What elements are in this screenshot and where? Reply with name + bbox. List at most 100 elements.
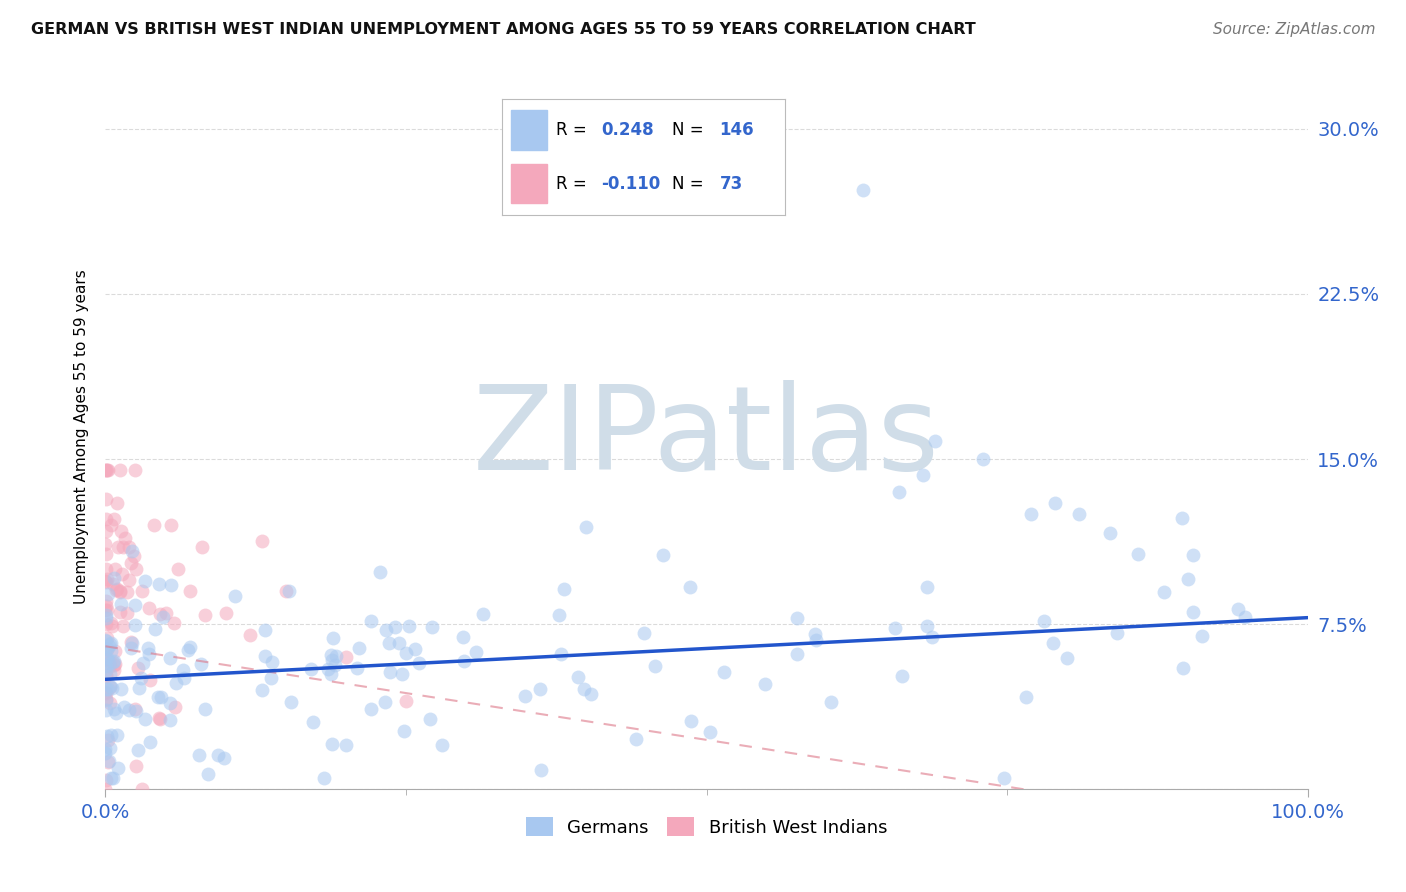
Point (94, 512, 117, 526)
Point (148, 711, 170, 725)
Point (96, 574, 118, 589)
Point (100, 772, 122, 786)
Point (108, 605, 131, 619)
Point (1177, 572, 1199, 586)
Point (378, 636, 401, 650)
Point (274, 584, 297, 599)
Point (214, 607, 236, 621)
Point (94, 772, 117, 787)
Point (100, 616, 122, 631)
Point (129, 671, 152, 685)
Point (96, 686, 118, 700)
Point (190, 540, 212, 554)
Point (96, 642, 118, 657)
Point (572, 682, 595, 697)
Point (652, 549, 675, 563)
Point (115, 607, 138, 621)
Point (124, 463, 146, 477)
Point (94, 537, 117, 551)
Point (420, 619, 443, 633)
Point (260, 671, 283, 685)
Point (98, 679, 121, 693)
Point (98, 696, 121, 710)
Point (911, 467, 934, 482)
Point (118, 703, 141, 717)
Point (408, 657, 430, 671)
Point (165, 676, 187, 690)
Point (104, 657, 127, 671)
Point (97, 587, 120, 601)
Point (321, 653, 343, 667)
Point (1069, 507, 1091, 521)
Point (122, 549, 145, 563)
Point (94, 643, 117, 657)
Point (94, 659, 117, 673)
Point (94, 669, 117, 683)
Point (100, 635, 122, 649)
Point (96, 524, 118, 538)
Point (94, 692, 117, 706)
Point (110, 524, 132, 539)
Point (94, 594, 117, 608)
Point (94, 664, 117, 678)
Point (419, 712, 441, 726)
Point (1107, 626, 1129, 640)
Point (250, 533, 273, 548)
Point (224, 590, 246, 604)
Point (97, 732, 120, 747)
Text: ZIPatlas: ZIPatlas (472, 380, 941, 494)
Point (96, 608, 118, 623)
Point (453, 655, 475, 669)
Point (302, 714, 325, 729)
Point (321, 737, 343, 751)
Point (94, 611, 117, 625)
Point (120, 641, 142, 656)
Text: Source: ZipAtlas.com: Source: ZipAtlas.com (1212, 22, 1375, 37)
Point (96, 650, 118, 665)
Point (378, 665, 401, 680)
Point (820, 696, 842, 710)
Point (97, 682, 120, 697)
Point (160, 518, 183, 533)
Point (395, 694, 418, 708)
Point (754, 676, 776, 690)
Point (111, 567, 134, 582)
Point (138, 601, 160, 615)
Point (299, 662, 322, 676)
Point (94, 603, 117, 617)
Point (104, 582, 127, 597)
Point (143, 622, 166, 636)
Point (128, 681, 150, 696)
Point (626, 732, 648, 747)
Point (124, 618, 146, 632)
Point (108, 585, 131, 599)
Point (103, 663, 125, 677)
Point (131, 584, 153, 599)
Point (107, 496, 129, 510)
Point (94, 633, 117, 648)
Point (398, 618, 420, 632)
Point (187, 747, 209, 762)
Point (1233, 609, 1256, 624)
Point (1019, 507, 1042, 521)
Point (96, 562, 118, 576)
Point (212, 751, 235, 765)
Point (346, 661, 368, 675)
Point (160, 577, 183, 591)
Point (1032, 614, 1054, 628)
Point (325, 657, 347, 672)
Point (98, 667, 121, 681)
Point (239, 628, 262, 642)
Point (100, 741, 122, 756)
Point (404, 642, 426, 657)
Point (325, 648, 347, 663)
Point (567, 669, 589, 683)
Point (1191, 629, 1213, 643)
Point (101, 681, 124, 695)
Point (368, 566, 391, 580)
Point (94, 492, 117, 507)
Point (699, 724, 721, 739)
Point (127, 742, 149, 756)
Point (107, 540, 129, 554)
Point (318, 662, 340, 676)
